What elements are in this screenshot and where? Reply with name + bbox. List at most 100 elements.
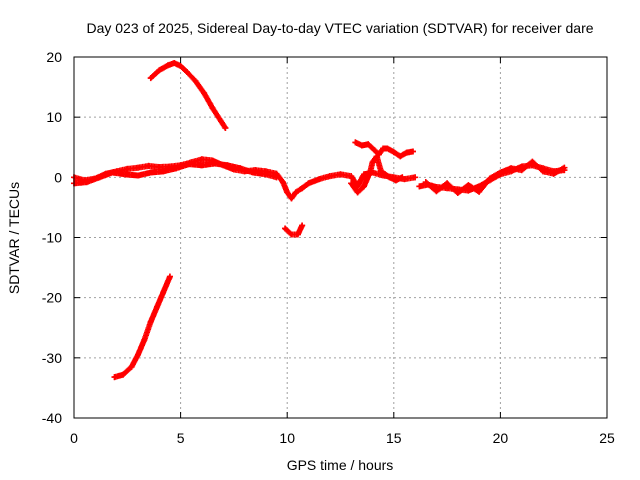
- data-point: [409, 148, 416, 155]
- data-point: [397, 153, 404, 160]
- data-point: [550, 170, 557, 177]
- series-arc-dip: [282, 222, 306, 238]
- data-point: [305, 180, 312, 187]
- data-point: [384, 145, 391, 152]
- tick-labels: 0 5 10 15 20 25 20 10 0 -10 -20 -30 -40: [42, 49, 615, 446]
- series-layer: [71, 60, 568, 381]
- data-point: [352, 139, 359, 146]
- x-tick-label: 15: [386, 430, 402, 446]
- data-point: [486, 175, 493, 182]
- data-point: [83, 179, 90, 186]
- data-point: [561, 164, 568, 171]
- data-point: [109, 169, 116, 176]
- data-point: [367, 168, 374, 175]
- data-point: [141, 336, 148, 343]
- data-point: [294, 231, 301, 238]
- data-point: [316, 176, 323, 183]
- y-axis-label: SDTVAR / TECUs: [6, 182, 22, 294]
- data-point: [198, 162, 205, 169]
- x-tick-label: 10: [279, 430, 295, 446]
- data-point: [299, 185, 306, 192]
- data-point: [540, 168, 547, 175]
- series-baseline-2: [71, 160, 280, 187]
- data-point: [209, 105, 216, 112]
- data-point: [134, 172, 141, 179]
- data-point: [326, 173, 333, 180]
- x-axis-label: GPS time / hours: [287, 457, 394, 473]
- data-point: [371, 147, 378, 154]
- data-point: [392, 177, 399, 184]
- y-tick-label: -20: [42, 290, 62, 306]
- data-point: [369, 159, 376, 166]
- data-point: [154, 303, 161, 310]
- data-point: [337, 171, 344, 178]
- data-point: [348, 173, 355, 180]
- data-point: [147, 75, 154, 82]
- data-point: [444, 180, 451, 187]
- series-arc-spike: [348, 153, 406, 196]
- data-point: [122, 171, 129, 178]
- grid-lines: [74, 57, 607, 418]
- data-point: [201, 90, 208, 97]
- data-point: [360, 171, 367, 178]
- data-point: [145, 162, 152, 169]
- data-point: [164, 62, 171, 69]
- data-point: [173, 165, 180, 172]
- data-point: [198, 156, 205, 163]
- data-point: [147, 169, 154, 176]
- x-tick-label: 0: [70, 430, 78, 446]
- plot-frame: [73, 56, 608, 419]
- data-point: [529, 158, 536, 165]
- data-point: [403, 149, 410, 156]
- data-point: [134, 164, 141, 171]
- data-point: [348, 180, 355, 187]
- data-point: [147, 318, 154, 325]
- data-point: [166, 273, 173, 280]
- data-point: [354, 189, 361, 196]
- x-tick-label: 25: [599, 430, 615, 446]
- chart-title: Day 023 of 2025, Sidereal Day-to-day VTE…: [86, 20, 593, 36]
- data-point: [288, 231, 295, 238]
- data-point: [262, 171, 269, 178]
- data-point: [218, 118, 225, 125]
- data-point: [237, 165, 244, 172]
- data-point: [433, 188, 440, 195]
- data-point: [365, 141, 372, 148]
- data-point: [497, 169, 504, 176]
- data-point: [288, 195, 295, 202]
- data-point: [224, 162, 231, 169]
- data-point: [128, 363, 135, 370]
- data-point: [134, 351, 141, 358]
- data-point: [390, 149, 397, 156]
- data-point: [171, 60, 178, 67]
- data-point: [476, 188, 483, 195]
- data-point: [399, 174, 406, 181]
- y-tick-label: 10: [46, 109, 62, 125]
- data-point: [250, 169, 257, 176]
- data-point: [358, 142, 365, 149]
- data-point: [111, 374, 118, 381]
- x-tick-label: 5: [177, 430, 185, 446]
- data-point: [454, 189, 461, 196]
- data-point: [160, 288, 167, 295]
- data-point: [183, 69, 190, 76]
- data-point: [160, 168, 167, 175]
- y-tick-label: -10: [42, 230, 62, 246]
- series-arc-mid-afternoon: [352, 139, 416, 160]
- data-point: [96, 174, 103, 181]
- series-baseline-late-2: [422, 158, 568, 196]
- y-tick-label: 20: [46, 49, 62, 65]
- data-point: [382, 171, 389, 178]
- data-point: [156, 67, 163, 74]
- data-point: [177, 63, 184, 70]
- data-point: [386, 174, 393, 181]
- data-point: [222, 124, 229, 131]
- data-point: [422, 179, 429, 186]
- data-point: [282, 225, 289, 232]
- y-tick-label: -30: [42, 350, 62, 366]
- data-point: [465, 187, 472, 194]
- data-point: [299, 222, 306, 229]
- data-point: [211, 160, 218, 167]
- y-tick-label: -40: [42, 410, 62, 426]
